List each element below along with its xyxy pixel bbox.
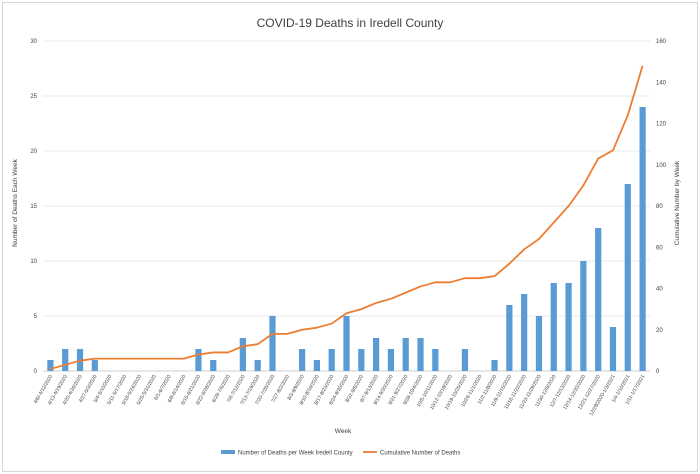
bar: [417, 338, 424, 371]
legend-line-label: Cumulative Number of Deaths: [380, 451, 460, 457]
bar: [343, 316, 350, 371]
bar: [550, 283, 557, 371]
legend-bar-label: Number of Deaths per Week Iredell County: [238, 451, 353, 457]
y2-tick-label: 0: [656, 369, 660, 375]
bar: [432, 349, 439, 371]
chart-title: COVID-19 Deaths in Iredell County: [257, 16, 444, 30]
bar: [491, 360, 498, 371]
y-axis-title: Number of Deaths Each Week: [12, 158, 19, 246]
line-series: [50, 65, 644, 370]
bar: [210, 360, 217, 371]
x-axis-ticks: 4/6/-4/12/20204/13-4/19/20204/20-4/26/20…: [33, 374, 647, 417]
bar: [47, 360, 54, 371]
y-tick-label: 10: [30, 259, 37, 265]
primary-y-axis-ticks: 0 5 10 15 20 25 30: [30, 39, 37, 375]
bar: [535, 316, 543, 371]
y2-tick-label: 160: [656, 39, 667, 45]
y-tick-label: 20: [30, 149, 37, 155]
bar: [328, 349, 335, 371]
secondary-y-axis-ticks: 0 20 40 60 80 100 120 140 160: [656, 39, 667, 375]
bar: [373, 338, 380, 371]
y-tick-label: 0: [34, 369, 38, 375]
bar: [254, 360, 261, 371]
y-tick-label: 25: [30, 94, 37, 100]
y-tick-label: 5: [34, 314, 38, 320]
x-axis-title: Week: [335, 428, 352, 435]
bar: [298, 349, 306, 371]
chart-canvas: 0 5 10 15 20 25 30 0 20 40 60 80 100 120 140 160 4/6/-…: [12, 16, 681, 457]
y2-tick-label: 80: [656, 204, 663, 210]
y2-axis-title: Cumulative Number by Week: [674, 160, 681, 245]
bar: [387, 349, 395, 371]
bar: [269, 316, 276, 371]
bar: [521, 294, 528, 371]
y2-tick-label: 60: [656, 245, 663, 251]
cumulative-line: [50, 65, 644, 370]
bar: [565, 283, 572, 371]
y2-tick-label: 120: [656, 122, 667, 128]
bar: [402, 338, 409, 371]
y2-tick-label: 100: [656, 163, 667, 169]
bar: [62, 349, 69, 371]
y2-tick-label: 20: [656, 328, 663, 334]
legend-bar-swatch: [221, 450, 235, 454]
y-tick-label: 30: [30, 39, 37, 45]
bar: [358, 349, 365, 371]
bar: [506, 305, 513, 371]
legend: Number of Deaths per Week Iredell County…: [221, 450, 460, 457]
bar: [91, 360, 98, 371]
bar: [595, 228, 602, 371]
bar: [313, 360, 320, 371]
bar: [580, 261, 587, 371]
bar-series: [47, 107, 646, 371]
bar: [609, 327, 617, 371]
y2-tick-label: 40: [656, 287, 663, 293]
bar: [639, 107, 646, 371]
bar: [195, 349, 202, 371]
y2-tick-label: 140: [656, 80, 667, 86]
gridlines: [43, 40, 650, 372]
bar: [461, 349, 469, 371]
bar: [624, 184, 631, 371]
bar: [239, 338, 246, 371]
y-tick-label: 15: [30, 204, 37, 210]
